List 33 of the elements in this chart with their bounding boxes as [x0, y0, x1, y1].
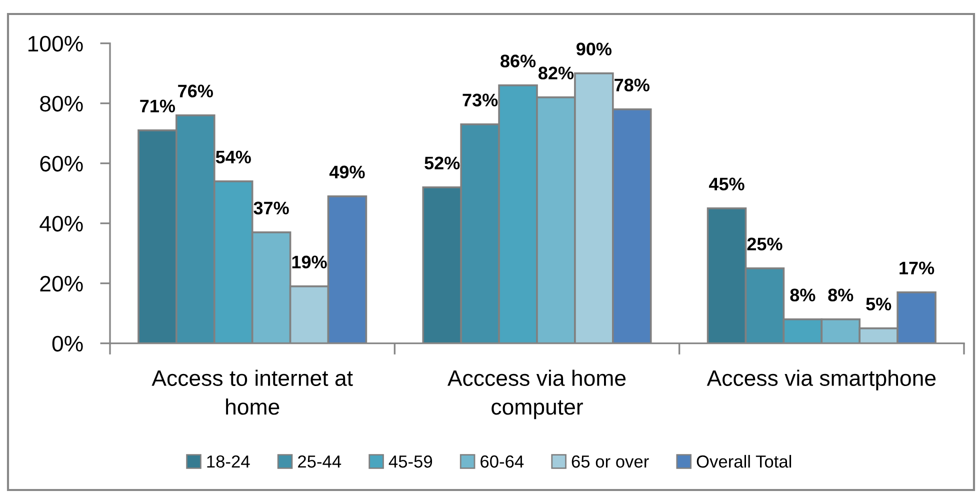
data-label: 52%: [424, 156, 460, 170]
data-label: 8%: [790, 288, 816, 302]
y-tick-label: 80%: [40, 96, 83, 112]
x-tick-label: Access via smartphone: [706, 370, 936, 390]
y-tick-label: 0%: [52, 336, 83, 352]
y-tick-label: 60%: [40, 156, 83, 172]
data-label: 71%: [140, 100, 176, 112]
y-tick-label: 20%: [40, 276, 83, 292]
data-label: 17%: [900, 262, 934, 274]
data-label: 19%: [292, 256, 327, 268]
data-label: 78%: [614, 78, 650, 92]
data-label: 86%: [500, 54, 536, 68]
data-label: 37%: [254, 202, 289, 214]
data-label: 73%: [462, 94, 498, 106]
x-tick-label: Access to internet at home: [152, 370, 353, 415]
data-label: 5%: [866, 298, 892, 310]
legend-label: 25-44: [298, 455, 342, 468]
data-label: 82%: [538, 66, 574, 80]
legend-label: 65 or over: [572, 455, 649, 468]
data-label: 8%: [828, 288, 854, 302]
data-label: 25%: [747, 238, 782, 250]
y-tick-label: 100%: [28, 36, 83, 52]
data-label: 76%: [178, 84, 213, 98]
data-label: 90%: [576, 42, 612, 56]
legend-label: 18-24: [207, 455, 250, 468]
x-tick-label: Acccess via home computer: [448, 370, 626, 420]
legend-label: 45-59: [388, 455, 432, 468]
data-label: 45%: [708, 178, 744, 190]
legend-label: 60-64: [480, 455, 524, 468]
data-label: 54%: [216, 150, 251, 164]
data-label: 49%: [329, 166, 365, 178]
y-tick-label: 40%: [40, 216, 83, 232]
legend-label: Overall Total: [696, 454, 792, 468]
